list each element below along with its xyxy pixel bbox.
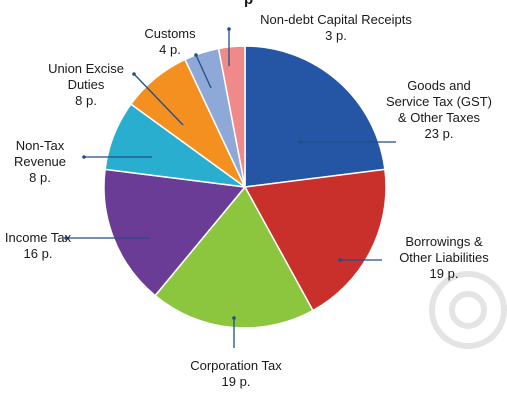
slice-value-label: 8 p. [29, 170, 51, 185]
slice-label-4: Income Tax 16 p. [5, 230, 72, 261]
slice-name-label: Duties [68, 77, 105, 92]
pie-slice-4 [103, 168, 247, 297]
slice-value-label: 23 p. [425, 126, 454, 141]
slice-label-8: Non-debt Capital Receipts 3 p. [260, 12, 412, 43]
slice-value-label: 8 p. [75, 93, 97, 108]
chart-title-fragment: p [244, 0, 253, 8]
leader-dot-2 [338, 258, 342, 262]
leader-dot-3 [232, 316, 236, 320]
slice-name-label: & Other Taxes [398, 110, 481, 125]
leader-dot-6 [132, 72, 136, 76]
slice-name-label: Service Tax (GST) [386, 94, 492, 109]
slice-name-label: Goods and [407, 78, 471, 93]
slice-label-2: Borrowings & Other Liabilities 19 p. [399, 234, 489, 281]
leader-dot-7 [194, 53, 198, 57]
slice-name-label: Customs [144, 26, 196, 41]
leader-dot-8 [227, 27, 231, 31]
slice-label-6: Union Excise Duties 8 p. [48, 61, 124, 108]
leader-dot-1 [298, 140, 302, 144]
slice-name-label: Non-debt Capital Receipts [260, 12, 412, 27]
slice-name-label: Union Excise [48, 61, 124, 76]
slice-name-label: Other Liabilities [399, 250, 489, 265]
pie-slice-8 [217, 45, 246, 188]
slice-label-7: Customs 4 p. [144, 26, 196, 57]
slice-value-label: 19 p. [222, 374, 251, 389]
leader-line-6 [133, 73, 184, 126]
pie-slice-3 [154, 185, 314, 329]
slice-labels: Goods and Service Tax (GST) & Other Taxes 2… [5, 12, 492, 389]
leader-dot-5 [82, 155, 86, 159]
leader-line-7 [195, 54, 212, 89]
slice-value-label: 16 p. [24, 246, 53, 261]
pie-slice-2 [243, 168, 387, 312]
slice-name-label: Borrowings & [405, 234, 483, 249]
slice-name-label: Revenue [14, 154, 66, 169]
slice-name-label: Income Tax [5, 230, 72, 245]
leader-dot-4 [64, 236, 68, 240]
leader-lines [64, 27, 396, 348]
slice-value-label: 19 p. [430, 266, 459, 281]
pie-slices [103, 45, 387, 329]
slice-label-3: Corporation Tax 19 p. [190, 358, 282, 389]
slice-name-label: Corporation Tax [190, 358, 282, 373]
watermark [429, 271, 507, 349]
slice-name-label: Non-Tax [16, 138, 65, 153]
slice-value-label: 3 p. [325, 28, 347, 43]
slice-label-1: Goods and Service Tax (GST) & Other Taxes 2… [386, 78, 492, 141]
pie-slice-1 [244, 45, 386, 188]
slice-label-5: Non-Tax Revenue 8 p. [14, 138, 66, 185]
slice-value-label: 4 p. [159, 42, 181, 57]
